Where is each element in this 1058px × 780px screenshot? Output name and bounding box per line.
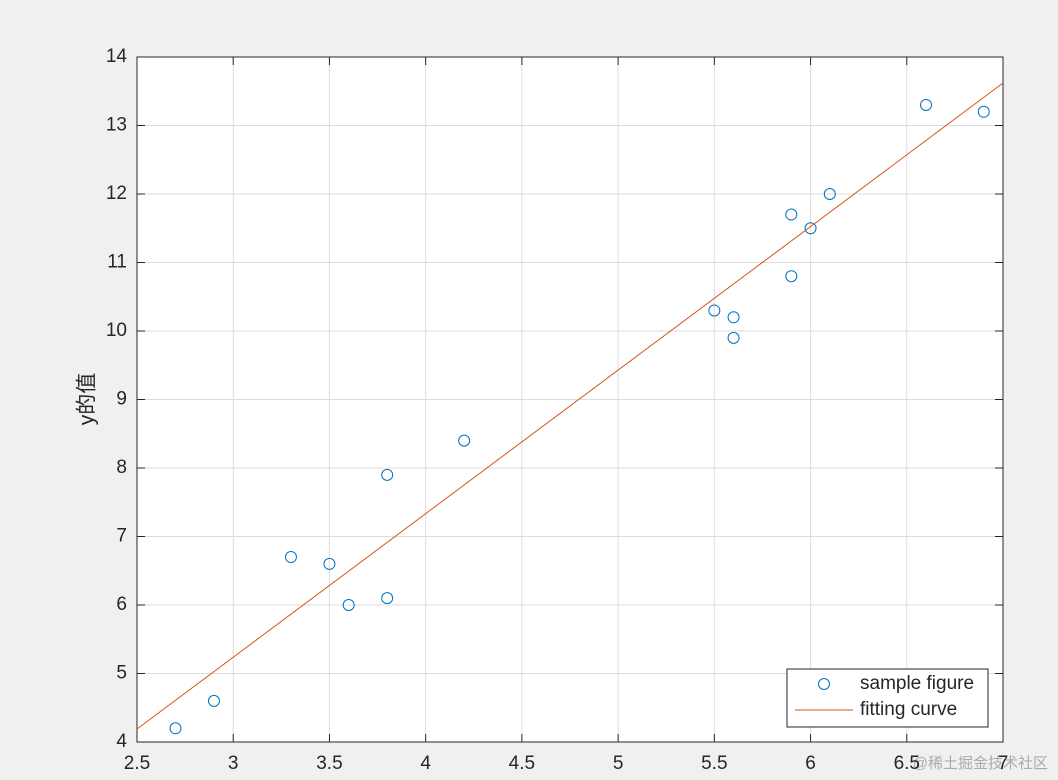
y-tick-label: 10 (106, 320, 127, 341)
y-tick-label: 13 (106, 115, 127, 136)
point (708, 304, 721, 317)
y-tick-label: 7 (116, 526, 127, 547)
y-tick-label: 6 (116, 594, 127, 615)
x-tick-label: 4.5 (509, 753, 535, 774)
x-tick-label: 5 (613, 753, 624, 774)
x-tick-label: 5.5 (701, 753, 727, 774)
x-tick-label: 4 (420, 753, 431, 774)
point (284, 551, 297, 564)
x-tick-label: 6.5 (894, 753, 920, 774)
point (381, 468, 394, 481)
point (977, 105, 990, 118)
y-tick-label: 14 (106, 46, 128, 67)
legend-label: sample figure (860, 673, 974, 694)
point (323, 557, 336, 570)
point (727, 331, 740, 344)
y-tick-label: 8 (116, 457, 127, 478)
y-axis-label: y的值 (76, 373, 99, 426)
point (169, 722, 182, 735)
point (920, 98, 933, 111)
point (727, 311, 740, 324)
legend-label: fitting curve (860, 699, 957, 720)
x-tick-label: 3.5 (316, 753, 342, 774)
y-tick-label: 11 (107, 252, 127, 273)
y-tick-label: 12 (106, 183, 127, 204)
y-tick-label: 5 (116, 663, 127, 684)
y-tick-label: 4 (116, 731, 127, 752)
x-tick-label: 6 (805, 753, 816, 774)
axes-box (136, 56, 1004, 743)
legend-marker (818, 678, 830, 690)
point (785, 270, 798, 283)
point (785, 208, 798, 221)
point (207, 694, 220, 707)
y-tick-label: 9 (116, 389, 127, 410)
point (823, 188, 836, 200)
point (342, 599, 355, 611)
watermark: @稀土掘金技术社区 (913, 755, 1048, 772)
x-tick-label: 3 (228, 753, 239, 774)
x-tick-label: 2.5 (124, 753, 150, 774)
point (804, 222, 817, 235)
legend-box (786, 668, 989, 728)
point (458, 434, 471, 447)
fit-line (136, 82, 1004, 730)
point (381, 592, 394, 605)
x-tick-label: 7 (998, 753, 1009, 774)
